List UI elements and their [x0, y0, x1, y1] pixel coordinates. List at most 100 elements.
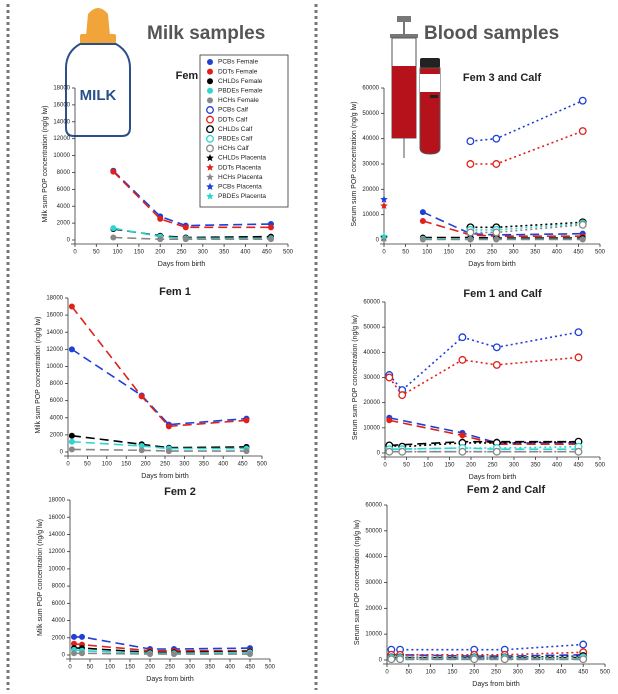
- legend-label: DDTs Female: [218, 68, 258, 75]
- legend-label: DDTs Calf: [218, 116, 247, 123]
- point: [458, 355, 467, 364]
- series-line: [112, 170, 272, 227]
- x-tick-label: 300: [509, 463, 520, 469]
- chart-title: Fem 3 and Calf: [463, 72, 542, 84]
- x-tick-label: 350: [205, 665, 216, 671]
- x-tick-label: 50: [84, 462, 91, 468]
- point: [68, 438, 75, 445]
- y-tick-label: 40000: [362, 136, 379, 142]
- point: [71, 640, 77, 647]
- y-tick-label: 2000: [57, 221, 71, 227]
- point: [574, 353, 583, 362]
- point: [574, 328, 583, 337]
- legend-marker: [207, 59, 213, 65]
- x-tick-label: 150: [447, 670, 458, 676]
- panel: 0 10000 20000 30000 40000 50000 60000 0 50 100 150…: [352, 288, 606, 481]
- point: [398, 447, 407, 456]
- y-tick-label: 6000: [52, 601, 66, 607]
- series-line: [74, 652, 250, 655]
- series-line: [422, 211, 583, 236]
- point: [110, 225, 117, 232]
- x-tick-label: 300: [179, 462, 190, 468]
- x-tick-label: 400: [218, 462, 229, 468]
- y-tick-label: 12000: [46, 347, 63, 353]
- y-tick-label: 12000: [48, 549, 65, 555]
- y-tick-label: 60000: [365, 503, 382, 509]
- y-tick-label: 10000: [363, 425, 380, 431]
- point: [165, 423, 172, 430]
- point: [466, 137, 475, 146]
- x-tick-label: 150: [444, 463, 455, 469]
- point: [578, 96, 587, 105]
- x-tick-label: 0: [73, 250, 77, 256]
- y-tick-label: 2000: [50, 432, 64, 438]
- point: [579, 236, 586, 243]
- chart-title: Fem 2: [164, 486, 196, 498]
- panel: 0 10000 20000 30000 40000 50000 60000 0 50 100 150…: [354, 484, 611, 688]
- milk-bottle: MILK: [65, 8, 131, 137]
- point: [182, 224, 189, 231]
- chart-title: Fem 1 and Calf: [463, 288, 542, 300]
- legend-label: PBDEs Female: [218, 88, 263, 95]
- point: [138, 393, 145, 400]
- y-tick-label: 10000: [362, 212, 379, 218]
- x-tick-label: 0: [66, 462, 70, 468]
- y-tick-label: 60000: [362, 86, 379, 92]
- y-tick-label: 10000: [365, 632, 382, 638]
- point: [579, 655, 588, 664]
- y-tick-label: 10000: [46, 364, 63, 370]
- x-tick-label: 250: [491, 670, 502, 676]
- series-line: [113, 236, 271, 240]
- x-tick-label: 400: [552, 463, 563, 469]
- y-tick-label: 16000: [48, 515, 65, 521]
- y-tick-label: 6000: [50, 398, 64, 404]
- y-tick-label: 50000: [365, 528, 382, 534]
- x-tick-label: 500: [257, 462, 268, 468]
- point: [398, 391, 407, 400]
- panel: 0200040006000800010000120001400016000180…: [42, 70, 294, 268]
- x-tick-label: 500: [283, 250, 294, 256]
- point: [492, 360, 501, 369]
- panel: 0200040006000800010000120001400016000180…: [37, 486, 276, 683]
- x-tick-label: 0: [385, 670, 389, 676]
- point: [138, 447, 145, 454]
- x-tick-label: 350: [530, 250, 541, 256]
- series-line: [71, 306, 247, 428]
- point: [500, 655, 509, 664]
- point: [79, 633, 85, 640]
- bottle-label: MILK: [80, 87, 117, 104]
- x-tick-label: 100: [105, 665, 116, 671]
- x-tick-label: 0: [68, 665, 72, 671]
- x-tick-label: 300: [198, 250, 209, 256]
- x-tick-label: 450: [573, 463, 584, 469]
- point: [396, 655, 405, 664]
- x-tick-label: 450: [573, 250, 584, 256]
- legend-marker: [206, 163, 214, 171]
- point: [380, 201, 388, 209]
- x-tick-label: 250: [160, 462, 171, 468]
- point: [171, 651, 177, 658]
- y-tick-label: 30000: [363, 375, 380, 381]
- y-tick-label: 0: [379, 658, 383, 664]
- y-tick-label: 14000: [48, 532, 65, 538]
- legend-label: PCBs Female: [218, 59, 258, 66]
- legend-label: PCBs Placenta: [218, 184, 262, 191]
- legend-marker: [206, 192, 214, 200]
- x-axis-label: Days from birth: [158, 261, 206, 268]
- series-line: [389, 419, 579, 445]
- x-tick-label: 250: [176, 250, 187, 256]
- point: [243, 417, 250, 424]
- point: [492, 134, 501, 143]
- y-tick-label: 16000: [46, 313, 63, 319]
- y-tick-label: 50000: [362, 111, 379, 117]
- x-tick-label: 400: [225, 665, 236, 671]
- point: [386, 417, 393, 424]
- point: [466, 160, 475, 168]
- x-tick-label: 50: [403, 463, 410, 469]
- x-tick-label: 50: [402, 250, 409, 256]
- y-tick-label: 8000: [52, 584, 66, 590]
- x-tick-label: 350: [199, 462, 210, 468]
- point: [458, 447, 467, 456]
- header: Blood samples: [424, 23, 559, 44]
- point: [157, 236, 164, 243]
